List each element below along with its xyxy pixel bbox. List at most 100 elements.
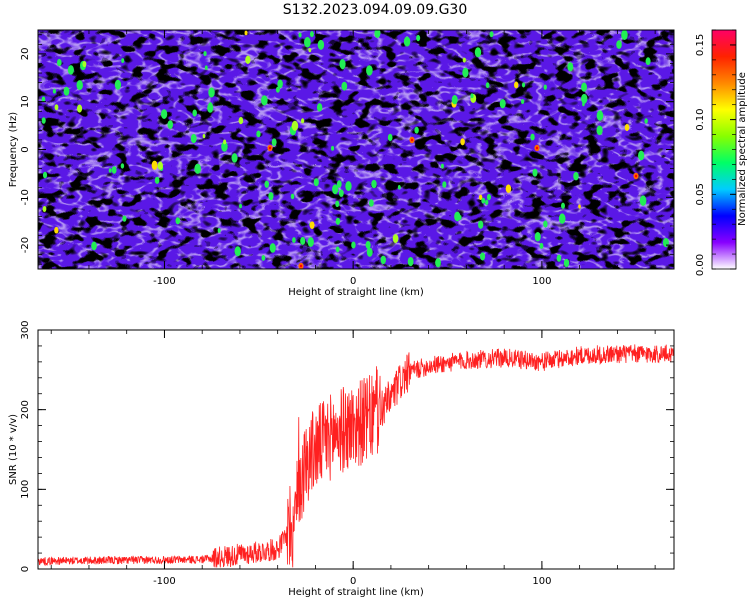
colorbar-label: Normalized spectral amplitude [737, 72, 748, 226]
spectrogram-hotspot [366, 65, 373, 76]
snr-x-tick-label: 0 [350, 576, 356, 587]
spectrogram-hotspot [534, 232, 541, 242]
spectrogram-hotspot [543, 220, 548, 228]
spectrogram-hotspot [63, 86, 70, 96]
spectrogram-hotspot [301, 118, 305, 124]
spectrogram-hotspot [624, 124, 630, 132]
spectrogram-hotspot [644, 118, 648, 124]
spectrogram-hotspot [573, 171, 579, 181]
spectrogram-hotspot [239, 203, 243, 209]
snr-y-tick-label: 300 [20, 320, 31, 339]
spectrogram-hotspot [416, 34, 421, 42]
spectrogram-hotspot [489, 31, 494, 38]
spectrogram-hotspot [91, 241, 97, 251]
spectrogram-hotspot [351, 241, 356, 249]
colorbar: 0.00 0.05 0.10 0.15 Normalized spectral ampl… [695, 29, 748, 276]
colorbar-tick-label: 0.15 [695, 34, 706, 56]
spectrogram-hotspot [486, 193, 491, 201]
spectrogram-hotspot [120, 163, 125, 169]
spectrogram-hotspot [520, 98, 525, 105]
figure-title: S132.2023.094.09.09.G30 [282, 2, 468, 18]
spectrogram-hotspot [521, 82, 526, 88]
spectrogram-hotspot [335, 246, 340, 253]
spectrogram-hotspot [290, 193, 295, 200]
spectrogram-hotspot [539, 242, 544, 249]
spectrogram-hotspot [42, 206, 47, 212]
spectrogram-hotspot [336, 180, 342, 188]
spectrogram-hotspot [338, 189, 344, 197]
colorbar-tick-label: 0.10 [695, 108, 706, 130]
colorbar-tick-label: 0.05 [695, 183, 706, 205]
spectrogram-hotspot [563, 258, 570, 268]
spectrogram-hotspot [122, 215, 127, 222]
spectrogram-hotspot [454, 211, 461, 222]
spectrogram-hotspot [271, 138, 277, 147]
spectrogram-peak-core [410, 138, 414, 142]
spectrogram-hotspot [54, 104, 59, 111]
spectrogram-hotspot [202, 134, 206, 139]
spectrogram-hotspot [304, 37, 311, 48]
spectrogram-hotspot [505, 184, 512, 193]
spectrogram-hotspot [478, 220, 484, 229]
spectrogram-hotspot [108, 168, 112, 173]
spectrogram-hotspot [462, 67, 469, 78]
spectrogram-hotspot [203, 51, 207, 57]
spectrogram-hotspot [192, 109, 197, 117]
spectrogram-hotspot [76, 80, 83, 91]
spectrogram-hotspot [316, 103, 323, 112]
spectrogram-hotspot [114, 79, 122, 90]
spectrogram-hotspot [275, 86, 280, 93]
spectrogram-hotspot [309, 221, 315, 229]
spectrogram-hotspot [567, 62, 574, 72]
spectrogram-hotspot [560, 216, 565, 224]
spectrogram-hotspot [578, 204, 581, 209]
spectrogram-x-tick-label: 0 [350, 276, 356, 287]
spectrogram-hotspot [474, 47, 482, 58]
spectrogram-hotspot [41, 96, 46, 103]
spectrogram-x-axis-label: Height of straight line (km) [288, 287, 424, 298]
snr-y-axis-label: SNR (10 * v/v) [8, 414, 19, 485]
spectrogram-hotspot [470, 93, 474, 99]
spectrogram-hotspot [298, 32, 302, 38]
spectrogram-hotspot [380, 255, 387, 265]
spectrogram-hotspot [392, 234, 399, 244]
spectrogram-hotspot [151, 160, 158, 170]
spectrogram-hotspot [479, 252, 486, 261]
spectrogram-hotspot [217, 228, 221, 233]
spectrogram-hotspot [52, 88, 56, 94]
spectrogram-hotspot [292, 237, 296, 243]
spectrogram-peak-core [634, 174, 638, 178]
spectrogram-hotspot [231, 153, 238, 163]
spectrogram-hotspot [264, 180, 270, 188]
spectrogram-y-tick-label: 10 [20, 95, 31, 108]
snr-y-tick-label: 100 [20, 480, 31, 499]
spectrogram-hotspot [621, 30, 628, 40]
spectrogram-hotspot [268, 192, 274, 201]
spectrogram-hotspot [366, 247, 373, 257]
spectrogram-hotspot [460, 138, 465, 146]
spectrogram-hotspot [442, 181, 447, 188]
colorbar-tick-label: 0.00 [695, 254, 706, 276]
spectrogram-hotspot [403, 36, 411, 47]
spectrogram-hotspot [238, 116, 244, 125]
spectrogram-hotspot [190, 133, 197, 144]
spectrogram-hotspot [662, 237, 669, 248]
spectrogram-hotspot [244, 30, 248, 36]
spectrogram-hotspot [407, 256, 414, 267]
snr-y-tick-label: 0 [20, 566, 31, 572]
spectrogram-y-tick-label: -10 [20, 189, 31, 205]
snr-y-tick-label: 200 [20, 400, 31, 419]
spectrogram-hotspot [369, 199, 374, 207]
spectrogram-hotspot [309, 31, 314, 38]
snr-x-axis-label: Height of straight line (km) [288, 587, 424, 598]
spectrogram-hotspot [387, 133, 393, 142]
spectrogram-hotspot [57, 58, 62, 67]
spectrogram-hotspot [76, 104, 83, 113]
spectrogram-hotspot [204, 65, 208, 70]
spectrogram-hotspot [330, 145, 335, 151]
spectrogram-blobs-bright [38, 30, 674, 269]
spectrogram-y-axis-label: Frequency (Hz) [8, 112, 19, 188]
spectrogram-hotspot [317, 39, 325, 50]
